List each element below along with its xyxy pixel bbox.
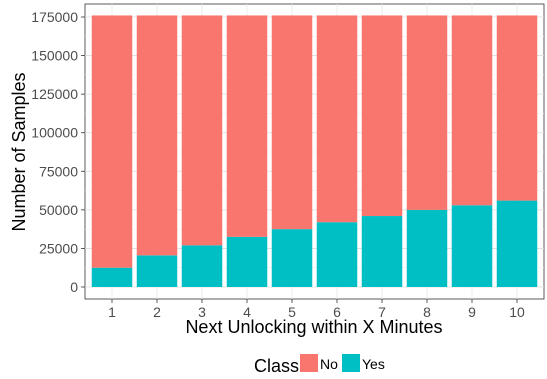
x-tick-label: 4 xyxy=(243,304,251,320)
bar-yes-5 xyxy=(271,229,313,287)
legend-label-yes: Yes xyxy=(362,356,385,372)
bar-no-5 xyxy=(271,15,313,230)
y-tick-label: 175000 xyxy=(31,9,78,25)
x-tick-label: 7 xyxy=(378,304,386,320)
bar-no-1 xyxy=(91,15,133,268)
bar-no-9 xyxy=(451,15,493,206)
panel-border xyxy=(84,3,545,300)
bar-yes-8 xyxy=(406,209,448,287)
y-tick-label: 50000 xyxy=(39,202,78,218)
legend-label-no: No xyxy=(320,356,338,372)
y-tick-label: 125000 xyxy=(31,86,78,102)
bar-no-10 xyxy=(496,15,538,201)
x-tick-label: 5 xyxy=(288,304,296,320)
x-tick-label: 9 xyxy=(468,304,476,320)
bar-yes-2 xyxy=(136,255,178,287)
legend: Class No Yes xyxy=(254,354,385,376)
x-axis-ticks: 1 2 3 4 5 6 7 8 9 10 xyxy=(108,299,525,320)
x-axis-title: Next Unlocking within X Minutes xyxy=(185,317,442,337)
y-axis-title: Number of Samples xyxy=(9,72,29,231)
bar-no-4 xyxy=(226,15,268,237)
y-axis-ticks: 0 25000 50000 75000 100000 125000 150000 175000 xyxy=(31,9,85,295)
bar-no-6 xyxy=(316,15,358,223)
bar-no-2 xyxy=(136,15,178,256)
bar-no-8 xyxy=(406,15,448,210)
x-tick-label: 2 xyxy=(153,304,161,320)
legend-key-no xyxy=(300,354,318,372)
bar-yes-4 xyxy=(226,236,268,287)
y-tick-label: 75000 xyxy=(39,163,78,179)
bar-yes-10 xyxy=(496,200,538,287)
legend-key-yes xyxy=(342,354,360,372)
x-tick-label: 8 xyxy=(423,304,431,320)
bar-yes-9 xyxy=(451,205,493,287)
bar-no-3 xyxy=(181,15,223,246)
bar-yes-1 xyxy=(91,267,133,287)
x-tick-label: 1 xyxy=(108,304,116,320)
y-tick-label: 0 xyxy=(70,279,78,295)
x-tick-label: 6 xyxy=(333,304,341,320)
bar-no-7 xyxy=(361,15,403,217)
legend-title: Class xyxy=(254,356,299,376)
bar-yes-6 xyxy=(316,222,358,287)
bars xyxy=(91,15,538,287)
x-tick-label: 3 xyxy=(198,304,206,320)
y-tick-label: 100000 xyxy=(31,125,78,141)
y-tick-label: 150000 xyxy=(31,48,78,64)
y-tick-label: 25000 xyxy=(39,240,78,256)
bar-yes-7 xyxy=(361,216,403,287)
bar-yes-3 xyxy=(181,245,223,287)
x-tick-label: 10 xyxy=(509,304,525,320)
